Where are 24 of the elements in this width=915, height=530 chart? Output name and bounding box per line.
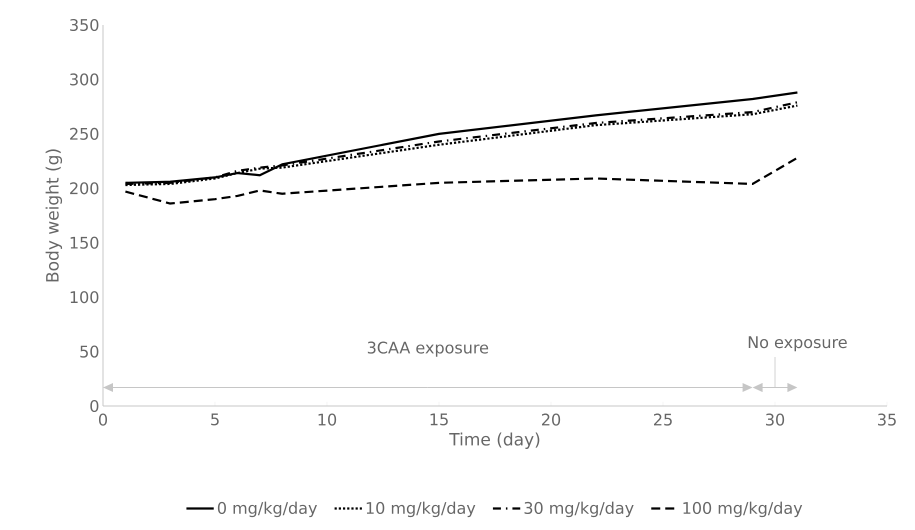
- annotation: No exposure: [748, 336, 847, 352]
- y-tick-label: 350: [70, 18, 98, 32]
- x-tick-label: 0: [98, 414, 108, 426]
- x-tick-label: 5: [211, 414, 219, 426]
- x-tick-label: 10: [318, 414, 336, 426]
- legend-label: 0 mg/kg/day: [218, 502, 317, 518]
- y-tick-label: 300: [70, 73, 98, 86]
- x-tick-label: 30: [766, 414, 784, 426]
- y-tick-label: 0: [90, 400, 98, 412]
- x-tick-label: 25: [654, 414, 672, 426]
- x-tick-label: 35: [878, 414, 896, 426]
- y-tick-label: 150: [70, 236, 98, 249]
- x-axis-title: Time (day): [449, 432, 540, 449]
- y-tick-label: 50: [80, 346, 98, 358]
- y-tick-label: 100: [70, 291, 98, 304]
- legend-label: 30 mg/kg/day: [524, 502, 634, 518]
- y-tick-label: 250: [70, 128, 98, 140]
- x-tick-label: 15: [430, 414, 448, 426]
- y-tick-label: 200: [70, 182, 98, 194]
- y-axis-title: Body weight (g): [46, 149, 62, 282]
- legend-label: 100 mg/kg/day: [683, 502, 802, 518]
- legend-label: 10 mg/kg/day: [366, 502, 476, 518]
- annotation: 3CAA exposure: [368, 342, 488, 357]
- x-tick-label: 20: [542, 414, 560, 426]
